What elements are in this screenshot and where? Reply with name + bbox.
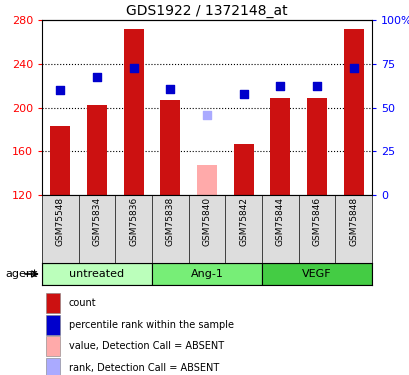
Text: percentile rank within the sample: percentile rank within the sample <box>68 320 233 330</box>
Text: count: count <box>68 298 96 308</box>
Bar <box>42 263 152 285</box>
Bar <box>46 358 60 375</box>
Bar <box>87 105 107 195</box>
Text: GSM75834: GSM75834 <box>92 197 101 246</box>
Text: GSM75848: GSM75848 <box>348 197 357 246</box>
Bar <box>270 98 290 195</box>
Point <box>240 92 246 98</box>
Text: GSM75844: GSM75844 <box>275 197 284 246</box>
Bar <box>233 144 253 195</box>
Text: GSM75842: GSM75842 <box>238 197 247 246</box>
Point <box>350 65 356 71</box>
Point <box>313 82 319 88</box>
Bar <box>152 263 261 285</box>
Text: agent: agent <box>5 269 38 279</box>
Text: GSM75840: GSM75840 <box>202 197 211 246</box>
Point <box>203 112 210 118</box>
Point <box>57 87 63 93</box>
Text: GSM75838: GSM75838 <box>165 197 174 246</box>
Bar <box>160 100 180 195</box>
Bar <box>46 336 60 356</box>
Bar <box>46 293 60 313</box>
Text: GSM75548: GSM75548 <box>56 197 65 246</box>
Point <box>166 86 173 92</box>
Bar <box>50 126 70 195</box>
Point <box>130 65 137 71</box>
Point <box>276 82 283 88</box>
Text: VEGF: VEGF <box>301 269 331 279</box>
Bar <box>261 263 371 285</box>
Bar <box>196 165 216 195</box>
Bar <box>306 98 326 195</box>
Text: value, Detection Call = ABSENT: value, Detection Call = ABSENT <box>68 341 223 351</box>
Title: GDS1922 / 1372148_at: GDS1922 / 1372148_at <box>126 4 287 18</box>
Bar <box>123 29 144 195</box>
Text: untreated: untreated <box>69 269 124 279</box>
Bar <box>46 315 60 334</box>
Text: Ang-1: Ang-1 <box>190 269 223 279</box>
Text: GSM75846: GSM75846 <box>312 197 321 246</box>
Point <box>94 74 100 80</box>
Text: rank, Detection Call = ABSENT: rank, Detection Call = ABSENT <box>68 363 218 373</box>
Text: GSM75836: GSM75836 <box>129 197 138 246</box>
Bar <box>343 29 363 195</box>
